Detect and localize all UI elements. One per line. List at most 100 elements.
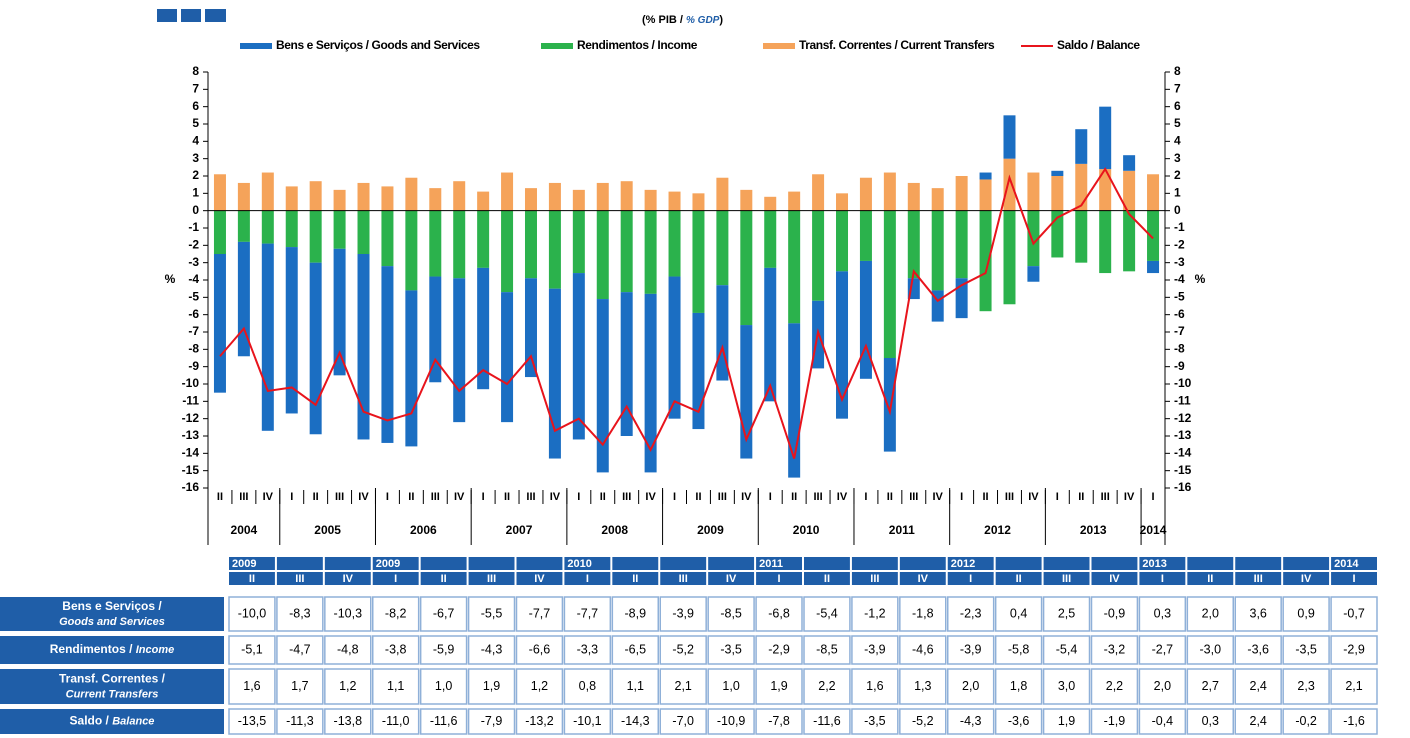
x-tick-label: I xyxy=(577,491,580,503)
header-cell xyxy=(276,572,323,585)
y-tick-label: 7 xyxy=(192,82,199,96)
y2-tick-label: 8 xyxy=(1174,64,1181,78)
table-value: -8,3 xyxy=(289,606,311,620)
table-value: -3,2 xyxy=(1104,642,1126,656)
bar xyxy=(381,210,394,267)
y2-tick-label: 6 xyxy=(1174,99,1181,113)
bar xyxy=(883,172,896,211)
y-tick-label: 0 xyxy=(192,203,199,217)
table-value: -2,3 xyxy=(960,606,982,620)
bar xyxy=(548,210,561,289)
y2-tick-label: -10 xyxy=(1174,376,1192,390)
table-value: -14,3 xyxy=(621,714,650,728)
table-cell xyxy=(994,635,1043,665)
table-value: -13,5 xyxy=(238,714,267,728)
header-cell xyxy=(516,557,563,570)
bar xyxy=(883,210,896,358)
legend-swatch xyxy=(541,43,573,49)
table-value: 1,2 xyxy=(339,679,356,693)
table-value: -6,5 xyxy=(625,642,647,656)
table-cell xyxy=(276,708,324,735)
table-value: -5,5 xyxy=(481,606,503,620)
bar xyxy=(859,260,872,379)
table-cell xyxy=(1282,635,1330,665)
bar xyxy=(357,182,370,211)
bar xyxy=(1099,106,1112,170)
header-quarter: IV xyxy=(343,573,354,585)
header-cell xyxy=(1043,572,1090,585)
x-tick-label: II xyxy=(983,491,989,503)
year-label: 2007 xyxy=(506,523,533,537)
y-axis-label: % xyxy=(165,272,176,286)
table-cell xyxy=(851,635,899,665)
table-cell xyxy=(1138,596,1187,632)
table-cell xyxy=(899,708,947,735)
row-label-en: Balance xyxy=(112,715,154,727)
table-value: 0,9 xyxy=(1297,606,1314,620)
bar xyxy=(1027,172,1040,211)
table-value: 1,9 xyxy=(770,679,787,693)
header-cell xyxy=(660,572,707,585)
bar xyxy=(788,210,801,324)
table-cell xyxy=(372,668,420,705)
table-cell xyxy=(419,668,468,705)
x-tick-label: III xyxy=(622,491,631,503)
x-tick-label: I xyxy=(290,491,293,503)
header-cell xyxy=(468,572,515,585)
table-cell xyxy=(467,668,516,705)
x-tick-label: III xyxy=(335,491,344,503)
header-year: 2009 xyxy=(376,558,400,570)
table-cell xyxy=(1090,668,1139,705)
table-cell xyxy=(611,635,659,665)
table-cell xyxy=(1282,668,1330,705)
table-value: -4,7 xyxy=(289,642,311,656)
x-tick-label: I xyxy=(386,491,389,503)
table-cell xyxy=(1330,708,1378,735)
header-quarter: II xyxy=(1016,573,1022,585)
bar xyxy=(955,210,968,279)
y2-tick-label: 2 xyxy=(1174,168,1181,182)
table-cell xyxy=(1234,596,1282,632)
table-cell xyxy=(803,708,851,735)
x-tick-label: IV xyxy=(550,491,561,503)
table-value: -2,7 xyxy=(1152,642,1174,656)
bar xyxy=(572,189,585,211)
table-value: -3,6 xyxy=(1008,714,1030,728)
bar xyxy=(237,241,250,357)
bar xyxy=(692,312,705,430)
table-value: -1,8 xyxy=(912,606,934,620)
bar xyxy=(333,210,346,249)
y-tick-label: 1 xyxy=(192,186,199,200)
bar xyxy=(309,210,322,263)
header-cell xyxy=(899,557,946,570)
bar xyxy=(1147,174,1160,211)
table-value: -11,6 xyxy=(813,714,841,728)
legend-label: Bens e Serviços / Goods and Services xyxy=(276,38,480,52)
table-value: -3,0 xyxy=(1200,642,1222,656)
bar xyxy=(477,210,490,268)
bar xyxy=(237,182,250,211)
bar xyxy=(596,210,609,300)
header-cell xyxy=(660,557,707,570)
y2-tick-label: -8 xyxy=(1174,342,1185,356)
table-value: 3,6 xyxy=(1250,606,1267,620)
table-cell xyxy=(467,708,516,735)
header-cell xyxy=(1091,557,1138,570)
title-en: % GDP xyxy=(686,15,720,26)
bar xyxy=(501,172,514,211)
bar xyxy=(596,182,609,211)
x-tick-label: II xyxy=(313,491,319,503)
bar xyxy=(1099,169,1112,211)
x-tick-label: III xyxy=(814,491,823,503)
bar xyxy=(979,210,992,312)
x-tick-label: I xyxy=(482,491,485,503)
header-quarter: IV xyxy=(726,573,737,585)
bar xyxy=(309,181,322,211)
x-tick-label: III xyxy=(1101,491,1110,503)
table-cell xyxy=(611,596,659,632)
table-value: -8,2 xyxy=(385,606,407,620)
bar xyxy=(261,210,274,244)
table-cell xyxy=(707,708,755,735)
table-cell xyxy=(1186,596,1235,632)
table-cell xyxy=(1234,668,1282,705)
